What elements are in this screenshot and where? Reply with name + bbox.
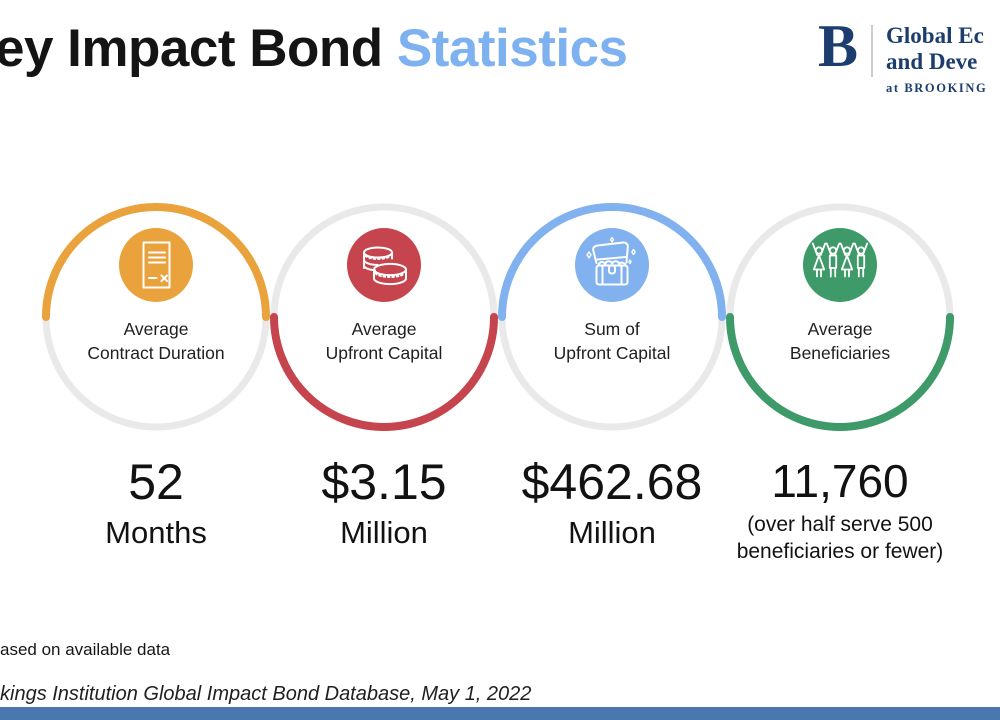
- treasure-chest-icon: [575, 228, 649, 302]
- stat-circle-avg-upfront-capital: Average Upfront Capital: [267, 200, 501, 434]
- contract-icon: [119, 228, 193, 302]
- source-line: kings Institution Global Impact Bond Dat…: [0, 683, 532, 705]
- title-prefix: ey Impact Bond: [0, 19, 383, 78]
- stat-value: 11,760: [771, 455, 909, 507]
- stat-value-block: 52 Months: [26, 456, 286, 552]
- progress-ring: [270, 203, 498, 431]
- brookings-logo: B Global Ec and Deve at BROOKING: [818, 13, 987, 96]
- logo-name-line2: and Deve: [886, 49, 978, 74]
- stat-circle-sum-upfront-capital: Sum of Upfront Capital: [495, 200, 729, 434]
- stat-unit: Million: [568, 515, 656, 550]
- logo-divider: [871, 25, 874, 77]
- stat-label: Average Contract Duration: [87, 319, 225, 363]
- stat-value: 52: [128, 454, 184, 510]
- stat-unit: (over half serve 500 beneficiaries or fe…: [736, 513, 944, 563]
- progress-ring: [498, 203, 726, 431]
- logo-wordmark: Global Ec and Deve at BROOKING: [886, 22, 987, 96]
- progress-ring: [726, 203, 954, 431]
- brookings-b-icon: B: [818, 13, 859, 79]
- title-accent: Statistics: [396, 19, 628, 78]
- stat-label: Average Beneficiaries: [789, 319, 891, 363]
- coins-icon: [347, 228, 421, 302]
- stat-label: Sum of Upfront Capital: [553, 319, 671, 363]
- footnote: ased on available data: [0, 640, 171, 659]
- page-title: ey Impact Bond Statistics: [0, 18, 628, 79]
- stat-value-block: $3.15 Million: [254, 456, 514, 552]
- progress-ring: [42, 203, 270, 431]
- logo-tagline: at BROOKING: [886, 81, 988, 95]
- stat-unit: Months: [105, 515, 207, 550]
- stat-value: $3.15: [321, 454, 447, 510]
- stat-unit: Million: [340, 515, 428, 550]
- stat-value-block: 11,760 (over half serve 500 beneficiarie…: [710, 456, 970, 565]
- stat-value-block: $462.68 Million: [482, 456, 742, 552]
- stat-circle-beneficiaries: Average Beneficiaries: [723, 200, 957, 434]
- stat-label: Average Upfront Capital: [325, 319, 443, 363]
- people-icon: [803, 228, 877, 302]
- footer-bar: [0, 707, 1000, 720]
- stat-value: $462.68: [521, 454, 703, 510]
- stat-circle-contract-duration: Average Contract Duration: [39, 200, 273, 434]
- logo-name-line1: Global Ec: [886, 23, 984, 48]
